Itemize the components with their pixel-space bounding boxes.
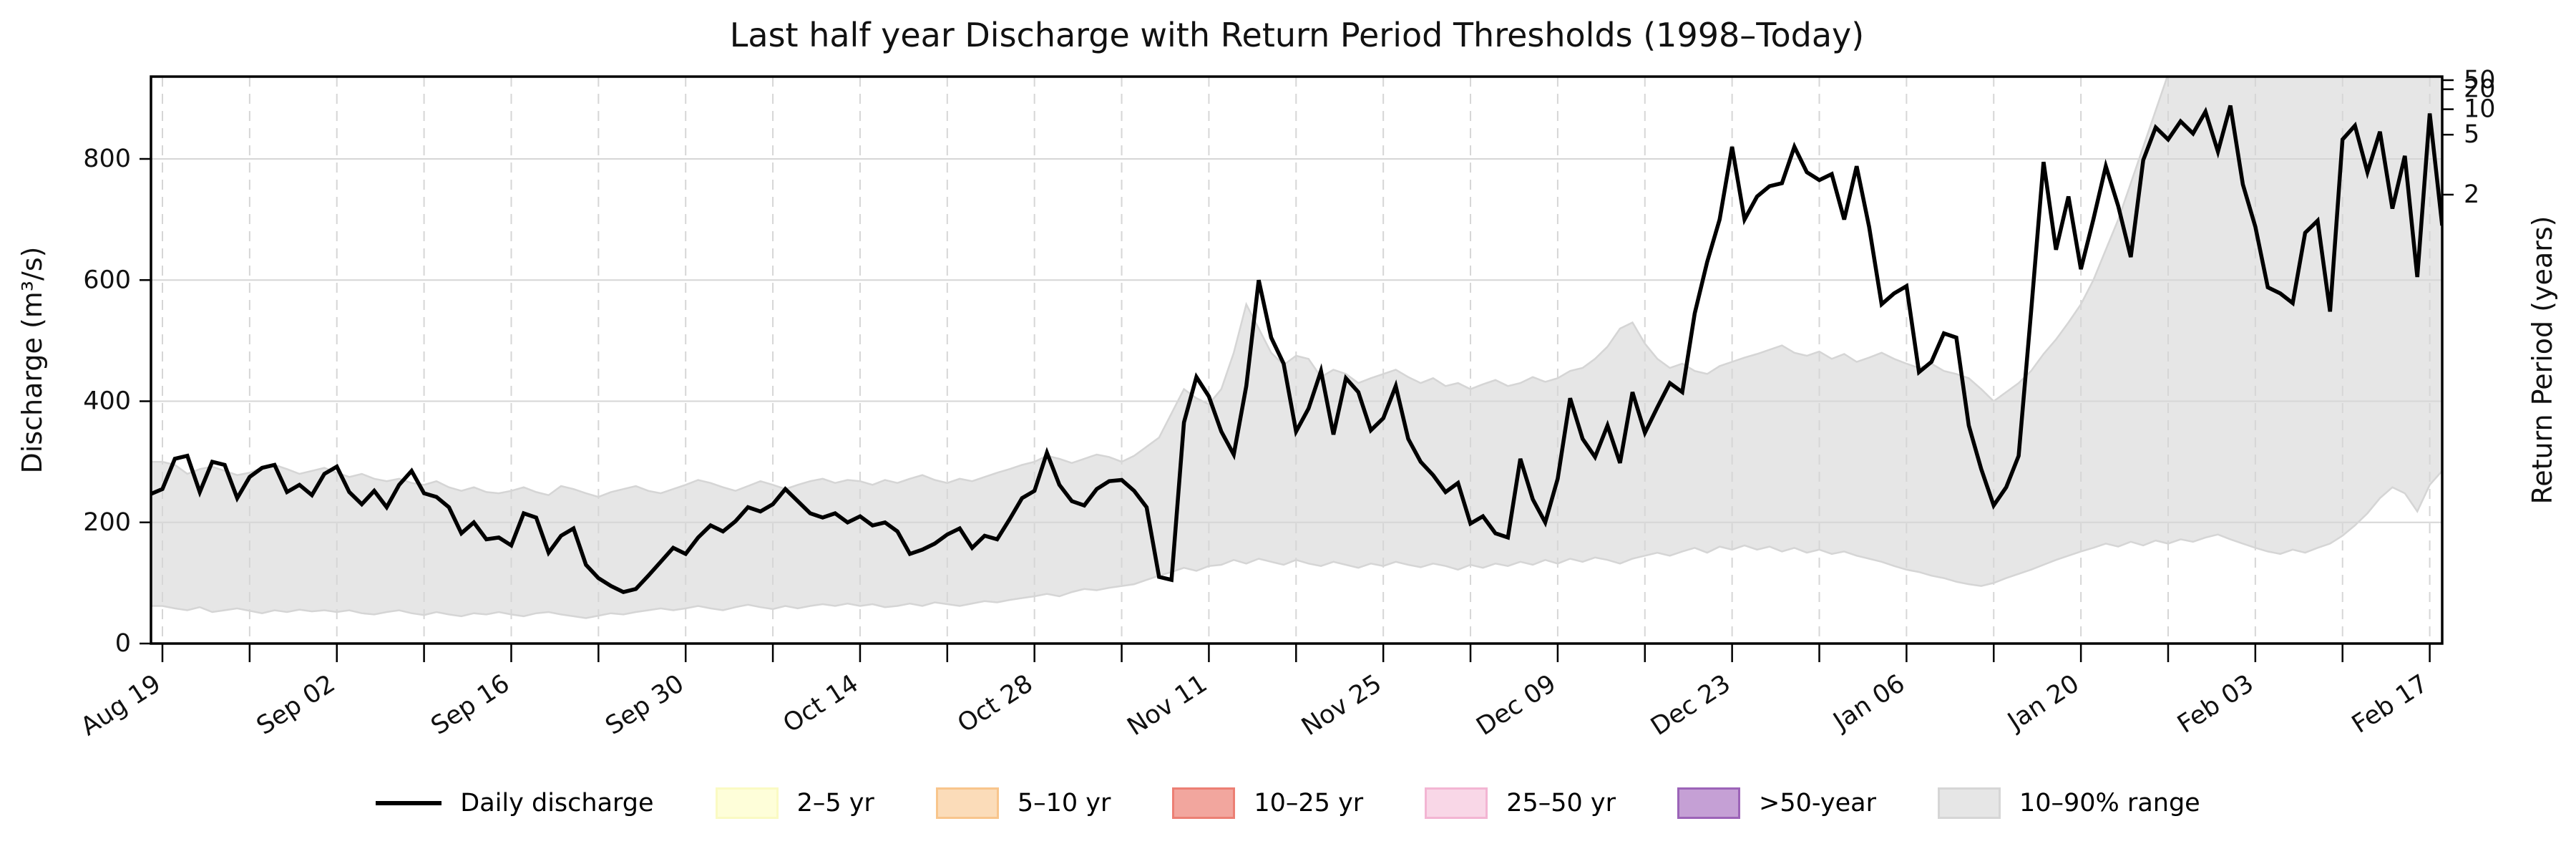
x-tick-label: Jan 20: [2002, 669, 2084, 737]
legend-color-swatch: [1677, 787, 1740, 819]
percentile-band: [151, 77, 2442, 619]
legend-label: 2–5 yr: [796, 789, 874, 817]
legend-label: 25–50 yr: [1506, 789, 1616, 817]
legend: Daily discharge 2–5 yr 5–10 yr 10–25 yr 25–5…: [0, 787, 2576, 819]
legend-item: Daily discharge: [376, 789, 654, 817]
x-tick-label: Feb 03: [2172, 669, 2258, 739]
legend-item: 2–5 yr: [715, 787, 874, 819]
legend-item: 10–25 yr: [1172, 787, 1363, 819]
x-tick-label: Nov 25: [1297, 669, 1387, 742]
legend-color-swatch: [935, 787, 999, 819]
y-tick-label: 200: [83, 508, 131, 537]
legend-item: 10–90% range: [1937, 787, 2200, 819]
y-tick-label: 400: [83, 387, 131, 416]
x-tick-label: Jan 06: [1828, 669, 1910, 737]
legend-item: >50-year: [1677, 787, 1876, 819]
return-period-tick-label: 20: [2464, 75, 2496, 104]
legend-item: 25–50 yr: [1425, 787, 1616, 819]
return-period-tick-label: 50: [2464, 66, 2496, 94]
y-tick-label: 0: [115, 629, 131, 658]
x-tick-label: Dec 09: [1472, 669, 1561, 742]
legend-label: >50-year: [1759, 789, 1876, 817]
legend-label: 10–25 yr: [1254, 789, 1364, 817]
legend-label: 10–90% range: [2019, 789, 2200, 817]
x-tick-label: Aug 19: [76, 669, 166, 742]
x-tick-label: Feb 17: [2347, 669, 2433, 739]
chart-title: Last half year Discharge with Return Per…: [729, 16, 1865, 54]
x-tick-label: Oct 28: [952, 669, 1038, 739]
x-tick-label: Oct 14: [779, 669, 864, 739]
return-period-tick-label: 10: [2464, 95, 2496, 124]
legend-color-swatch: [1937, 787, 2001, 819]
legend-color-swatch: [1172, 787, 1236, 819]
return-period-tick-label: 2: [2464, 180, 2479, 209]
y-tick-label: 800: [83, 145, 131, 173]
x-tick-label: Sep 16: [426, 669, 515, 741]
legend-label: 5–10 yr: [1017, 789, 1111, 817]
x-tick-label: Sep 30: [600, 669, 689, 741]
legend-line-swatch: [376, 801, 442, 805]
y-tick-label: 600: [83, 266, 131, 294]
legend-item: 5–10 yr: [935, 787, 1111, 819]
legend-label: Daily discharge: [460, 789, 654, 817]
legend-color-swatch: [715, 787, 779, 819]
x-tick-label: Dec 23: [1646, 669, 1735, 742]
daily-discharge-line: [151, 105, 2442, 595]
return-period-tick-label: 5: [2464, 120, 2479, 149]
legend-color-swatch: [1425, 787, 1488, 819]
x-tick-label: Nov 11: [1123, 669, 1213, 742]
x-tick-label: Sep 02: [252, 669, 341, 741]
